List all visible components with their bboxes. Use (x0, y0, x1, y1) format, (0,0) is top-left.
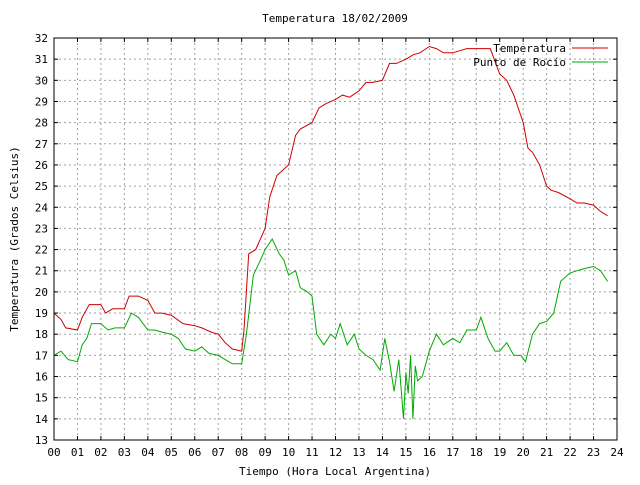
x-tick-label: 01 (71, 446, 84, 459)
y-tick-label: 13 (35, 434, 48, 447)
legend-label: Punto de Rocío (473, 56, 566, 69)
y-tick-label: 28 (35, 117, 48, 130)
y-tick-label: 29 (35, 95, 48, 108)
legend-label: Temperatura (493, 42, 566, 55)
plot-frame (53, 37, 618, 441)
x-tick-label: 09 (259, 446, 272, 459)
x-tick-label: 14 (376, 446, 390, 459)
chart-title: Temperatura 18/02/2009 (262, 12, 408, 25)
y-tick-label: 20 (35, 286, 48, 299)
x-tick-label: 02 (94, 446, 107, 459)
series-line-temperatura (53, 45, 608, 352)
x-tick-label: 18 (470, 446, 483, 459)
x-tick-label: 04 (141, 446, 155, 459)
y-tick-label: 15 (35, 392, 48, 405)
x-tick-label: 08 (235, 446, 248, 459)
y-tick-label: 22 (35, 244, 48, 257)
y-tick-labels: 13 14 15 16 17 18 19 20 21 22 23 24 25 26 27 28 29 30 31 32 (35, 32, 49, 447)
x-tick-label: 05 (165, 446, 178, 459)
y-tick-label: 19 (35, 307, 48, 320)
x-axis-title: Tiempo (Hora Local Argentina) (239, 465, 431, 478)
y-axis-title: Temperatura (Grados Celsius) (8, 146, 21, 331)
x-tick-label: 22 (563, 446, 576, 459)
y-tick-label: 27 (35, 138, 48, 151)
x-tick-label: 10 (282, 446, 295, 459)
x-tick-label: 21 (540, 446, 553, 459)
x-tick-label: 17 (446, 446, 459, 459)
x-tick-label: 00 (47, 446, 60, 459)
x-tick-label: 24 (610, 446, 624, 459)
x-tick-label: 13 (352, 446, 365, 459)
y-tick-label: 24 (35, 201, 49, 214)
x-tick-label: 07 (212, 446, 225, 459)
y-tick-label: 18 (35, 328, 48, 341)
y-tick-label: 17 (35, 349, 48, 362)
x-tick-label: 16 (423, 446, 436, 459)
y-tick-label: 16 (35, 371, 48, 384)
y-tick-label: 25 (35, 180, 48, 193)
x-tick-label: 11 (305, 446, 318, 459)
x-tick-label: 23 (587, 446, 600, 459)
y-tick-label: 23 (35, 222, 48, 235)
y-tick-label: 21 (35, 265, 48, 278)
y-tick-label: 26 (35, 159, 48, 172)
grid (53, 37, 618, 441)
x-tick-label: 06 (188, 446, 201, 459)
series-line-punto-de-rocio (53, 237, 609, 419)
x-tick-label: 03 (118, 446, 131, 459)
y-tick-label: 14 (35, 413, 49, 426)
y-tick-label: 32 (35, 32, 48, 45)
x-tick-label: 19 (493, 446, 506, 459)
y-tick-label: 31 (35, 53, 48, 66)
x-tick-label: 12 (329, 446, 342, 459)
x-tick-label: 15 (399, 446, 412, 459)
x-tick-labels: 00 01 02 03 04 05 06 07 08 09 10 11 12 13 14 15 16 17 18 19… (47, 446, 624, 459)
x-tick-label: 20 (517, 446, 530, 459)
series-lines (53, 45, 609, 419)
y-tick-label: 30 (35, 74, 48, 87)
